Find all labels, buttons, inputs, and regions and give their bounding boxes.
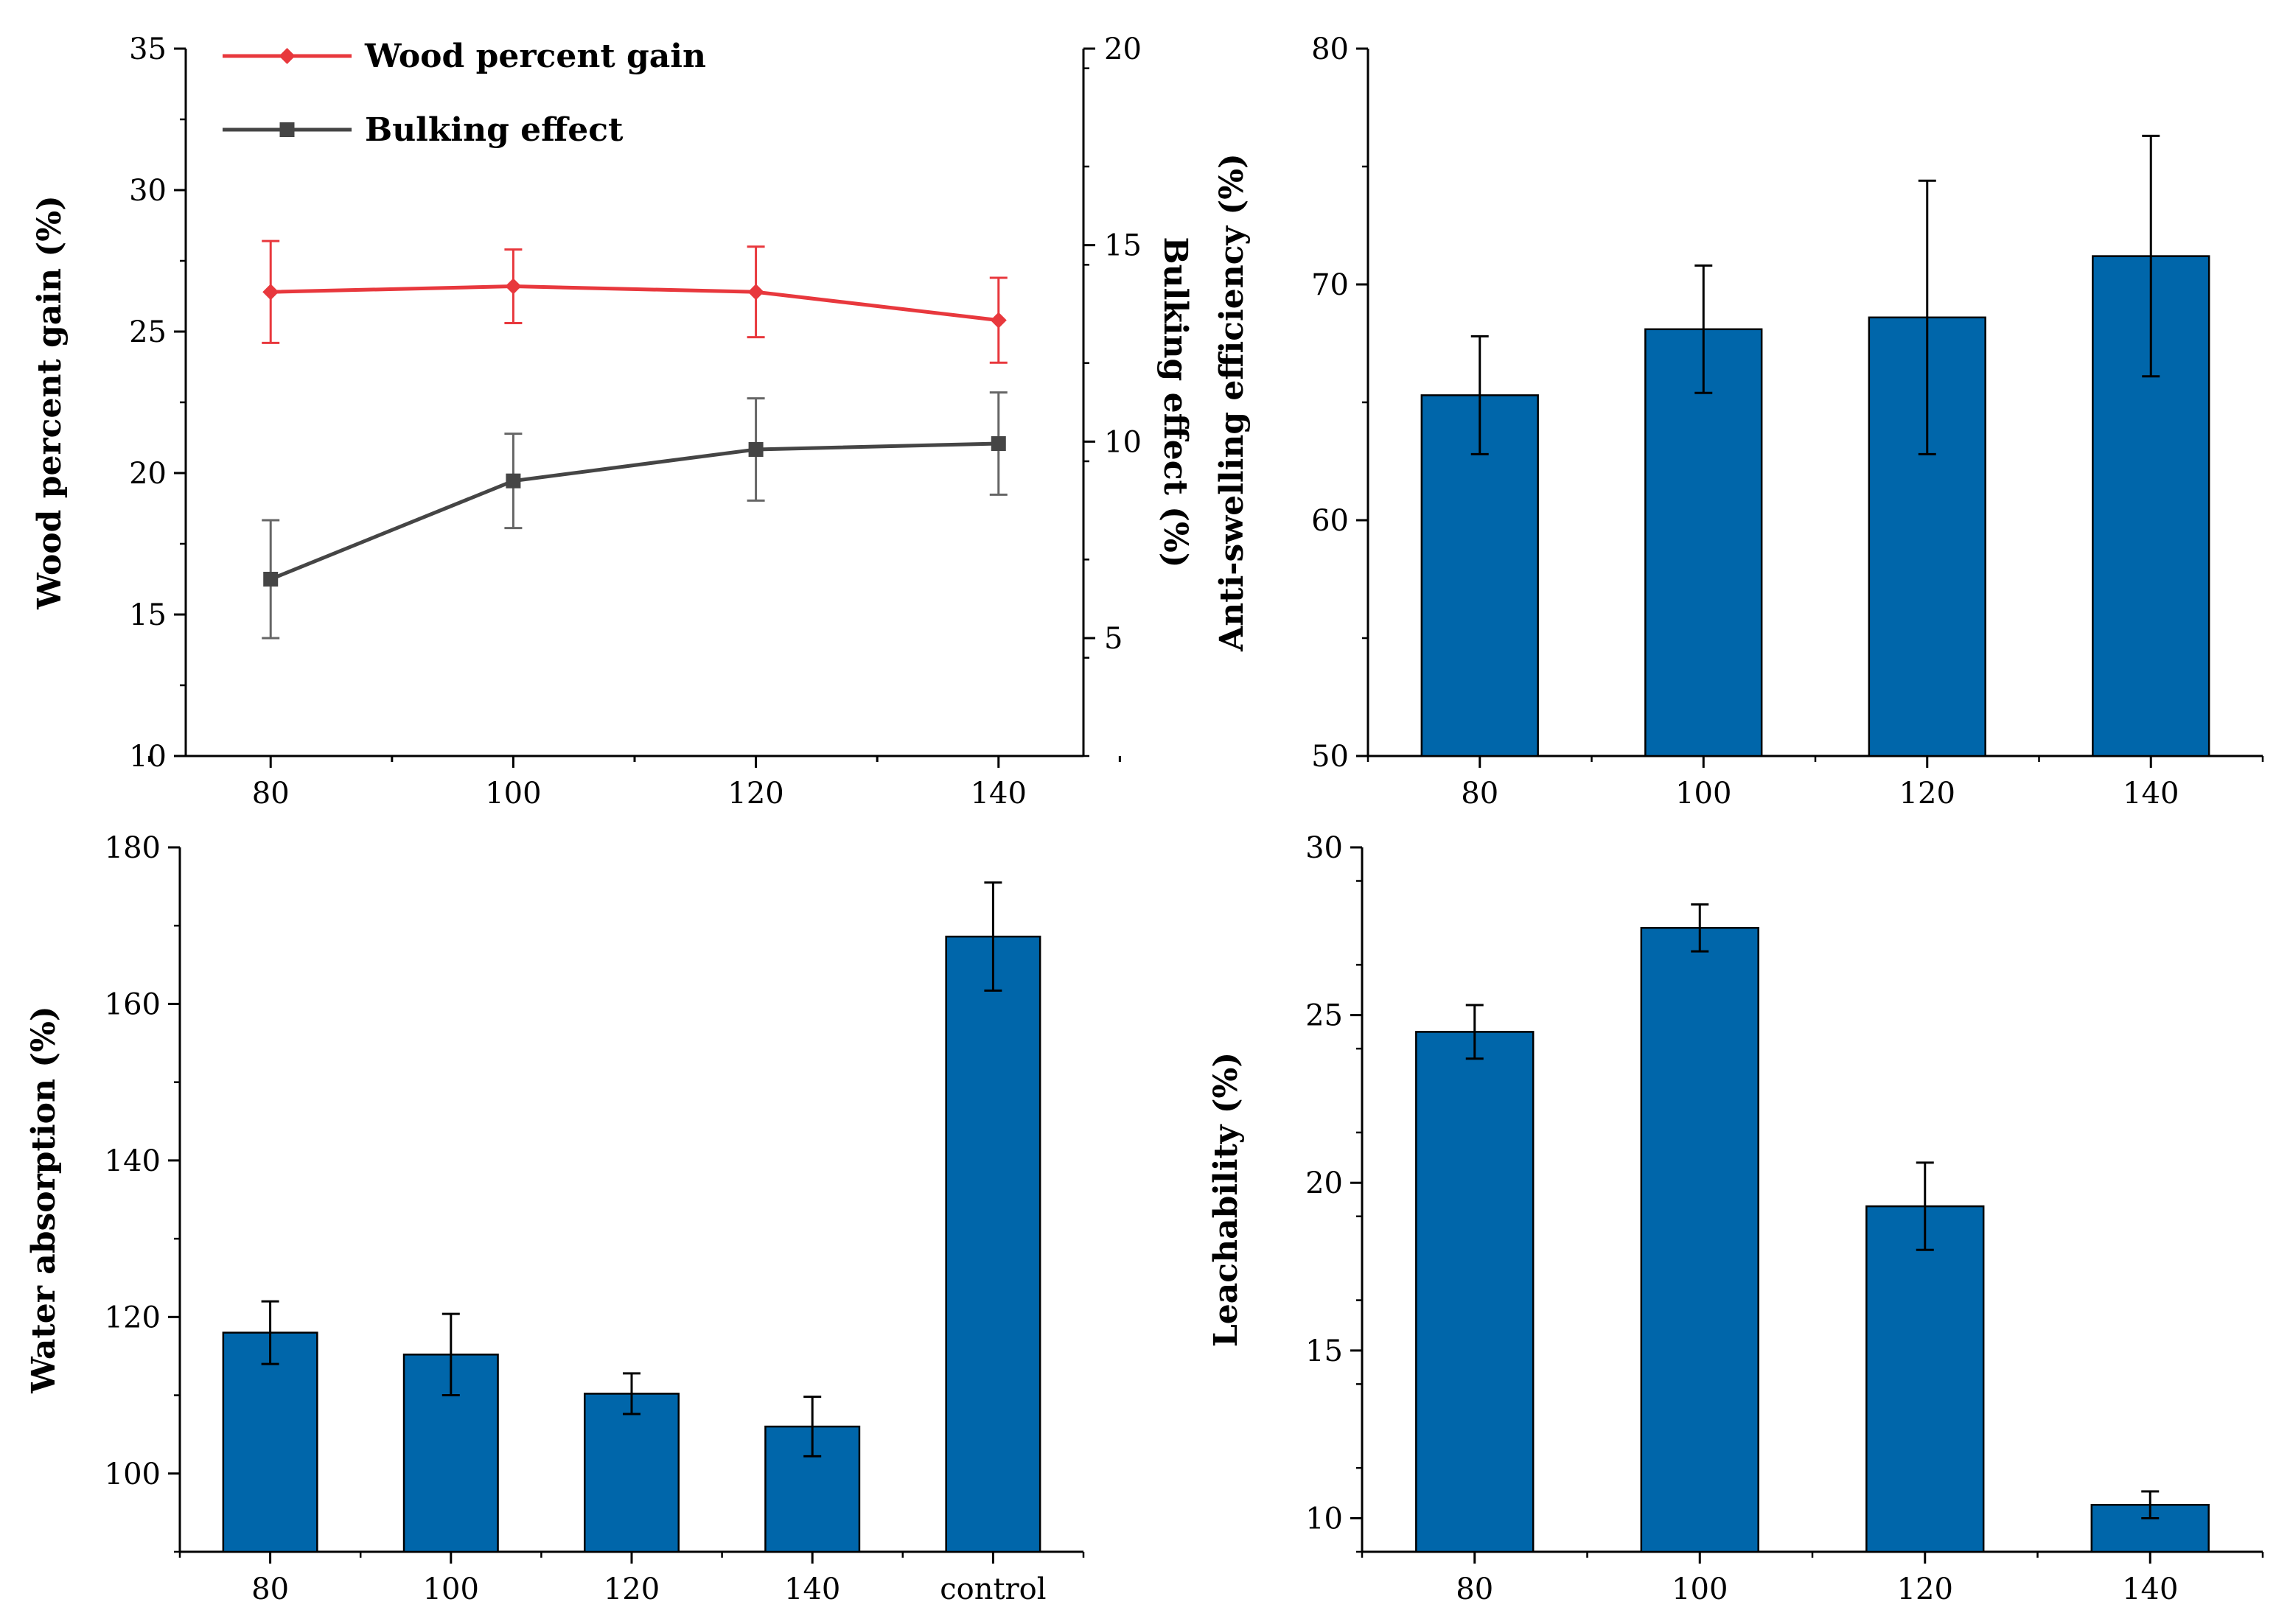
top-right-y-tick-label: 70 [1311,268,1349,302]
top-left-y-tick-label: 5 [1104,622,1123,656]
legend-top-left-series-bulking-effect-label: Bulking effect [365,111,624,149]
chart-bottom-right: Leachability (%) 10 15 20 25 30 80 100 120 140 [1207,831,2264,1606]
top-left-y-tick-label: 20 [129,457,167,491]
bottom-right-y-tick-label: 15 [1305,1334,1343,1368]
top-right-y-tick-label: 80 [1311,32,1349,66]
top-right-x-tick-label: 140 [2123,777,2179,811]
bottom-left-y-tick-label: 140 [105,1144,161,1178]
bottom-left-bar [583,1393,680,1553]
top-left-series-wood-percent-gain-line [270,284,999,323]
top-left-x-tick-label: 120 [727,777,783,811]
bottom-left-y-axis-title: Water absorption (%) [25,1006,63,1393]
top-left-y-axis-title: Wood percent gain (%) [31,195,69,610]
top-left-series-bulking-effect-line [270,441,999,581]
top-left-series-wood-percent-gain-point [262,284,279,301]
bottom-left-x-tick-label: 140 [784,1572,840,1606]
top-right-x-tick-label: 120 [1899,777,1955,811]
top-left-series-bulking-effect-point [748,442,764,457]
legend-top-left-series-bulking-effect-marker [279,122,295,137]
bottom-left-bar [222,1331,318,1553]
top-left-y-tick-label: 35 [129,32,167,66]
top-left-series-bulking-effect-point [263,572,279,587]
top-left-series-bulking-effect-point [506,473,521,489]
top-left-series-wood-percent-gain-point [747,284,764,301]
legend-top-left-series-wood-percent-gain-marker [279,48,296,64]
top-right-x-tick-label: 80 [1461,777,1498,811]
top-left-y-tick-label: 25 [129,315,167,349]
top-left-x-tick-label: 140 [971,777,1027,811]
top-right-y-axis-title: Anti-swelling efficiency (%) [1213,153,1251,652]
bottom-left-y-tick-label: 100 [105,1457,161,1491]
top-left-y-tick-label: 10 [129,740,167,774]
bottom-left-y-tick-label: 160 [105,987,161,1021]
bottom-left-y-tick-label: 120 [105,1301,161,1334]
top-right-y-tick-label: 60 [1311,504,1349,538]
top-left-y-tick-label: 10 [1104,425,1142,459]
bottom-right-x-tick-label: 140 [2122,1572,2178,1606]
top-left-y2-axis-title: Bulking effect (%) [1156,237,1194,567]
top-right-y-tick-label: 50 [1311,740,1349,774]
bottom-right-y-tick-label: 10 [1305,1502,1343,1536]
bottom-right-y-axis-title: Leachability (%) [1207,1052,1245,1347]
top-left-y-tick-label: 30 [129,174,167,208]
bottom-right-x-tick-label: 120 [1897,1572,1953,1606]
bottom-right-y-tick-label: 25 [1305,999,1343,1033]
bottom-left-x-tick-label: 100 [423,1572,479,1606]
chart-top-right: Anti-swelling efficiency (%) 50 60 70 80 80 10… [1213,32,2264,811]
bottom-right-x-tick-label: 100 [1672,1572,1728,1606]
bottom-left-x-tick-label: 120 [604,1572,660,1606]
top-left-series-wood-percent-gain-point [990,312,1007,329]
top-left-x-tick-label: 100 [485,777,541,811]
bottom-left-bar [945,935,1041,1553]
legend-top-left-series-wood-percent-gain-label: Wood percent gain [364,38,706,75]
top-right-x-tick-label: 100 [1675,777,1731,811]
bottom-left-x-tick-label: 80 [251,1572,289,1606]
chart-top-left: Wood percent gain (%) 10 15 20 25 30 35 5 10 15 20… [31,32,1194,811]
top-left-series-bulking-effect-point [991,436,1006,451]
top-left-series-wood-percent-gain-point [505,278,522,295]
top-right-bar [1644,328,1763,757]
top-right-bar [1420,394,1539,757]
top-left-x-tick-label: 80 [252,777,290,811]
bottom-left-x-tick-label: control [940,1572,1046,1606]
top-left-y-tick-label: 15 [1104,229,1142,263]
top-left-y-tick-label: 15 [129,598,167,632]
top-left-y-tick-label: 20 [1104,32,1142,66]
bottom-right-y-tick-label: 30 [1305,831,1343,865]
bottom-right-x-tick-label: 80 [1456,1572,1493,1606]
chart-bottom-left: Water absorption (%) 100 120 140 160 180 80 100… [25,831,1085,1606]
bottom-right-bar [1865,1205,1985,1553]
bottom-right-bar [1640,927,1759,1553]
bottom-right-bar [1415,1031,1535,1553]
bottom-right-y-tick-label: 20 [1305,1166,1343,1200]
bottom-left-y-tick-label: 180 [105,831,161,865]
